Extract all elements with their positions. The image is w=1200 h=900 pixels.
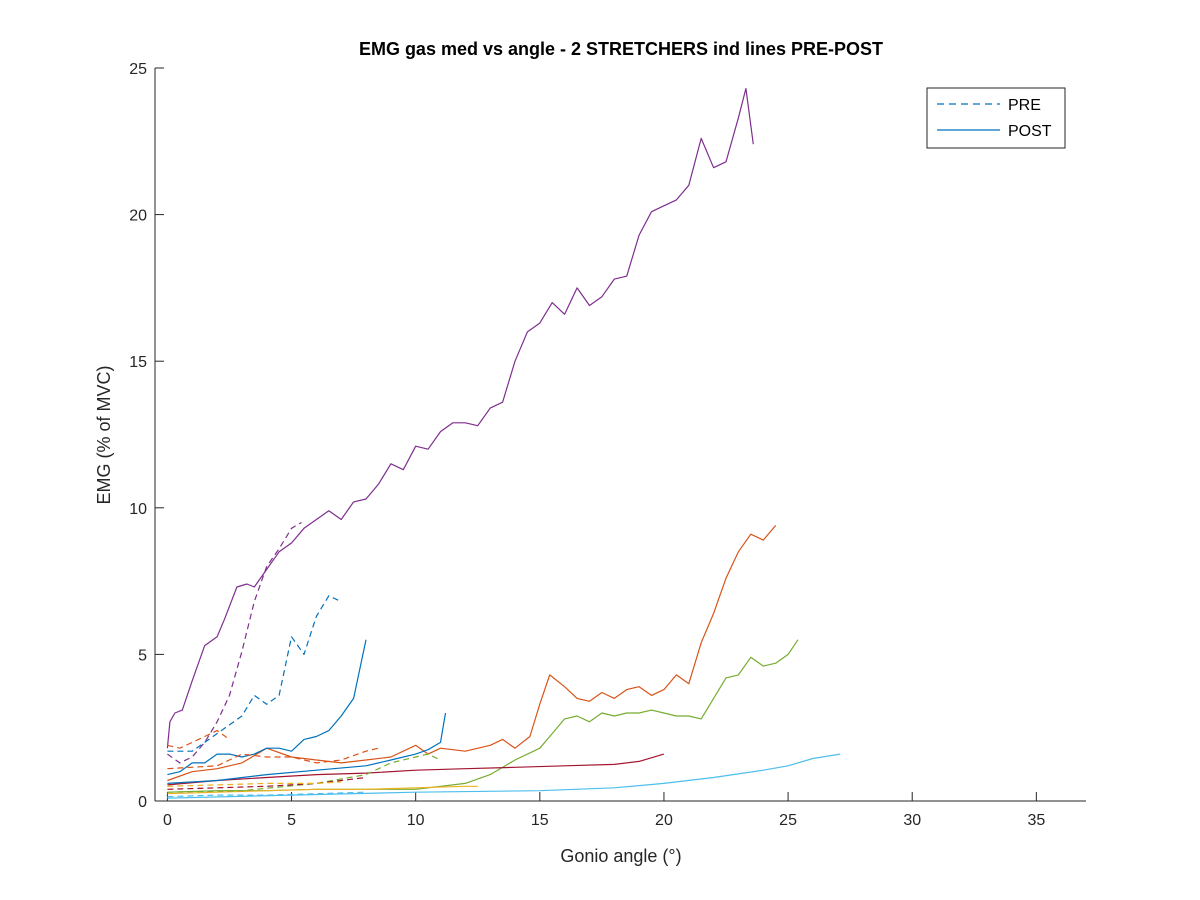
y-tick-label: 25 xyxy=(129,61,147,78)
series-line-10 xyxy=(167,730,230,749)
x-tick-label: 35 xyxy=(1027,812,1045,829)
series-group xyxy=(166,87,841,799)
x-tick-label: 30 xyxy=(903,812,921,829)
axes: 0 5 10 15 20 25 30 35 0 5 10 15 20 25 xyxy=(129,61,1086,829)
x-tick-label: 15 xyxy=(531,812,549,829)
y-tick-label: 5 xyxy=(138,647,147,664)
legend-box xyxy=(926,87,1066,149)
series-line-4 xyxy=(167,753,665,786)
series-line-2 xyxy=(167,639,799,793)
series-line-5 xyxy=(167,639,367,776)
series-line-8 xyxy=(167,521,302,764)
y-axis-label: EMG (% of MVC) xyxy=(94,365,114,504)
chart-title: EMG gas med vs angle - 2 STRETCHERS ind … xyxy=(359,39,883,59)
series-line-12 xyxy=(167,753,441,793)
legend: PRE POST xyxy=(926,87,1066,149)
y-tick-label: 15 xyxy=(129,354,147,371)
legend-label: POST xyxy=(1008,123,1052,140)
y-tick-label: 0 xyxy=(138,794,147,811)
x-axis-label: Gonio angle (°) xyxy=(560,846,681,866)
series-line-15 xyxy=(167,781,342,787)
y-tick-label: 20 xyxy=(129,208,147,225)
x-tick-label: 20 xyxy=(655,812,673,829)
series-line-3 xyxy=(167,753,841,799)
y-tick-label: 10 xyxy=(129,501,147,518)
legend-label: PRE xyxy=(1008,97,1041,114)
x-tick-label: 0 xyxy=(163,812,172,829)
x-tick-label: 25 xyxy=(779,812,797,829)
x-tick-label: 10 xyxy=(407,812,425,829)
x-tick-label: 5 xyxy=(287,812,296,829)
series-line-11 xyxy=(167,747,379,770)
series-line-14 xyxy=(167,791,367,798)
series-line-1 xyxy=(167,525,777,782)
series-line-6 xyxy=(167,712,447,784)
series-line-7 xyxy=(167,785,478,795)
series-line-9 xyxy=(167,595,342,752)
series-line-13 xyxy=(167,776,367,790)
series-line-0 xyxy=(166,87,754,749)
